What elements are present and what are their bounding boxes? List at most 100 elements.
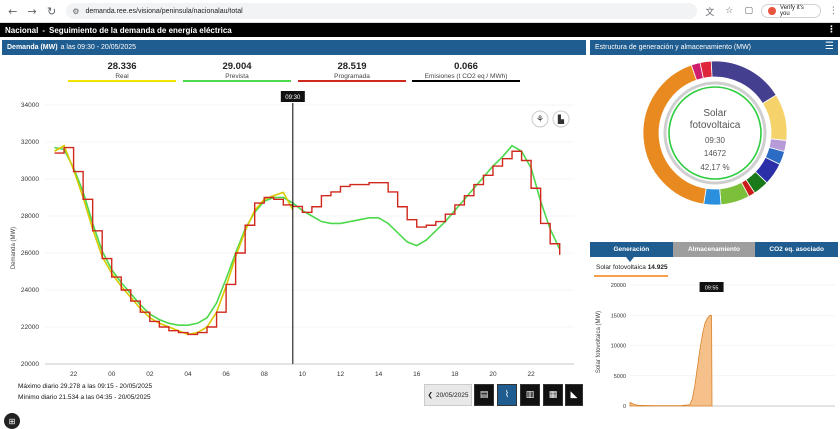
svg-text:⚘: ⚘ [536,115,544,125]
demand-x-tick: 08 [261,371,269,378]
kpi-label: Emisiones (t CO2 eq / MWh) [424,73,508,80]
kpi-value: 29.004 [222,61,252,72]
demand-x-tick: 06 [222,371,230,378]
selected-series-value: 14.925 [647,264,668,271]
demand-y-tick: 20000 [21,361,39,368]
translate-icon[interactable]: 文 [705,7,715,18]
solar-cursor-badge [699,282,724,292]
extensions-icon[interactable]: ▢ [744,6,753,16]
app-header: Nacional - Seguimiento de la demanda de … [0,23,840,37]
site-info-icon[interactable]: ⚙ [72,6,80,16]
verify-label: Verify it's you [780,5,804,17]
solar-y-tick: 5000 [614,374,626,380]
demand-x-tick: 18 [451,371,459,378]
daily-min-text: Mínimo diario 21.534 a las 04:35 - 20/05… [18,394,151,401]
kpi-value: 0.066 [454,61,478,72]
kpi-label: Prevista [225,73,249,80]
bars-icon: ▥ [525,390,535,400]
demand-x-tick: 22 [70,371,78,378]
donut-highlight-ring [668,86,762,180]
browser-toolbar: ← → ↻ ⚙ demanda.ree.es/visiona/peninsula… [0,0,840,23]
demand-x-tick: 16 [413,371,421,378]
generation-tabs: Generación Almacenamiento CO2 eq. asocia… [590,242,839,257]
bars-view-button[interactable]: ▥ [520,384,540,406]
date-picker-button[interactable]: ❮ 20/05/2025 [424,384,472,406]
demand-y-axis-label: Demanda (MW) [11,227,17,269]
demand-y-tick: 34000 [21,102,39,109]
demand-x-tick: 12 [337,371,345,378]
demand-series-real[interactable] [54,144,294,336]
address-bar[interactable]: ⚙ demanda.ree.es/visiona/peninsula/nacio… [66,3,698,19]
solar-cursor-label: 09:55 [705,286,719,292]
kpi-color-bar [298,80,406,82]
kpi-label: Real [115,73,129,80]
tab-almacenamiento[interactable]: Almacenamiento [672,242,756,257]
kpi-prevista[interactable]: 29.004 Prevista [183,61,291,82]
selected-series-underline [594,275,668,277]
verify-button[interactable]: Verify it's you [761,4,821,18]
demand-x-tick: 10 [299,371,307,378]
app-menu-icon[interactable]: ⋮ [827,25,836,35]
scope-label[interactable]: Nacional [5,25,39,35]
demand-y-tick: 22000 [21,324,39,331]
selected-series-name: Solar fotovoltaica [596,264,646,271]
back-icon[interactable]: ← [8,4,18,18]
demand-x-tick: 00 [108,371,116,378]
demand-x-tick: 14 [375,371,383,378]
structure-title: Estructura de generación y almacenamient… [595,44,752,51]
generation-donut-chart[interactable]: Solar fotovoltaica 09:30 14672 42,17 % [640,58,790,208]
demand-y-tick: 24000 [21,287,39,294]
donut-center-name: Solar fotovoltaica [690,108,741,131]
demand-panel-title: Demanda (MW) a las 09:30 - 20/05/2025 [2,40,586,55]
header-separator: - [42,25,46,35]
demand-series-prevista[interactable] [54,144,561,326]
line-chart-icon: ⌇ [504,390,510,400]
demand-series-programada[interactable] [54,146,561,336]
table-icon: ▤ [479,390,489,400]
table-view-button[interactable]: ▤ [474,384,494,406]
bookmark-star-icon[interactable]: ☆ [725,6,734,16]
solar-y-tick: 20000 [611,283,626,289]
spain-map-icon: ◣ [570,390,578,400]
tab-generacion[interactable]: Generación [590,242,673,257]
demand-y-tick: 28000 [21,213,39,220]
tab-pointer [626,257,634,262]
kpi-emisiones[interactable]: 0.066 Emisiones (t CO2 eq / MWh) [412,61,520,82]
kpi-programada[interactable]: 28.519 Programada [298,61,406,82]
demand-x-tick: 04 [184,371,192,378]
structure-panel-title: Estructura de generación y almacenamient… [590,40,838,55]
browser-menu-icon[interactable]: ⋮ [828,6,838,16]
chart-zoom-icon[interactable]: ⚘ [531,110,549,128]
daily-max-text: Máximo diario 29.278 a las 09:15 - 20/05… [18,383,153,390]
forward-icon[interactable]: → [27,4,37,18]
line-chart-button[interactable]: ⌇ [497,384,517,406]
prev-day-icon[interactable]: ❮ [427,391,433,399]
time-cursor-label: 09:30 [285,95,301,101]
demand-title-bold: Demanda (MW) [7,44,58,51]
demand-line-chart[interactable]: 09:30 20000 22000 24000 26000 28000 30000 3200… [0,88,586,378]
stacked-view-button[interactable]: ▦ [543,384,563,406]
donut-slice[interactable] [703,187,722,206]
reload-icon[interactable]: ↻ [46,4,57,18]
demand-title-rest: a las 09:30 - 20/05/2025 [60,44,137,51]
url-text: demanda.ree.es/visiona/peninsula/naciona… [85,7,243,15]
profile-avatar [768,7,777,15]
stacked-bars-icon: ▦ [548,390,558,400]
svg-text:▙: ▙ [557,114,565,124]
solar-area[interactable] [629,314,713,407]
page-title: Seguimiento de la demanda de energía elé… [49,25,232,35]
kpi-value: 28.336 [107,61,137,72]
tab-co2[interactable]: CO2 eq. asociado [755,242,839,257]
kpi-real[interactable]: 28.336 Real [68,61,176,82]
solar-y-tick: 15000 [611,313,626,319]
donut-center-time: 09:30 [705,136,726,145]
chart-export-icon[interactable]: ▙ [552,110,570,128]
date-value: 20/05/2025 [435,391,469,399]
solar-area-chart[interactable]: 0 5000 10000 15000 20000 09:55 Solar fotovol… [590,278,838,418]
list-menu-icon[interactable]: ☰ [825,41,834,52]
accessibility-icon[interactable]: ⊞ [4,413,20,429]
solar-y-tick: 0 [623,404,626,410]
map-view-button[interactable]: ◣ [565,384,583,406]
selected-series-label: Solar fotovoltaica 14.925 [596,264,668,271]
kpi-value: 28.519 [337,61,367,72]
